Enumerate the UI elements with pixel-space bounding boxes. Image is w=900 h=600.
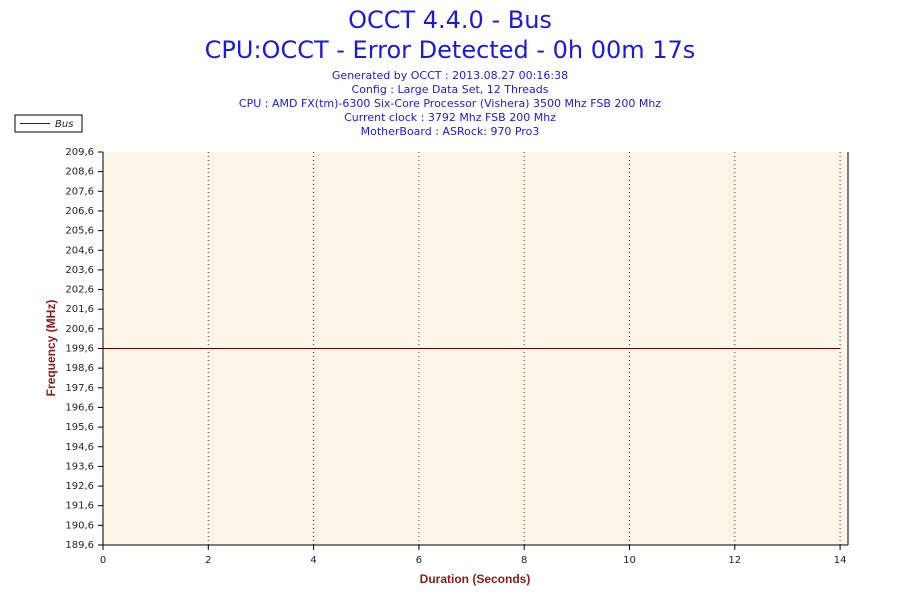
x-tick-label: 12 [728,555,741,566]
legend-label: Bus [55,119,73,130]
y-tick-label: 193,6 [65,461,94,472]
y-tick-label: 200,6 [65,324,94,335]
y-tick-label: 208,6 [65,167,94,178]
y-tick-label: 203,6 [65,265,94,276]
x-axis-label: Duration (Seconds) [420,572,531,586]
chart-title: OCCT 4.4.0 - Bus [348,6,552,34]
info-line: Generated by OCCT : 2013.08.27 00:16:38 [332,69,568,82]
x-tick-label: 6 [416,555,422,566]
y-tick-label: 190,6 [65,520,94,531]
x-tick-label: 10 [623,555,636,566]
y-tick-label: 199,6 [65,344,94,355]
info-line: Config : Large Data Set, 12 Threads [352,83,549,96]
y-tick-label: 189,6 [65,540,94,551]
y-tick-label: 192,6 [65,481,94,492]
x-tick-label: 8 [521,555,527,566]
y-tick-label: 206,6 [65,206,94,217]
y-tick-label: 205,6 [65,226,94,237]
x-tick-label: 4 [310,555,316,566]
y-tick-label: 191,6 [65,501,94,512]
y-tick-label: 201,6 [65,304,94,315]
x-tick-label: 2 [205,555,211,566]
x-tick-label: 0 [100,555,106,566]
y-tick-label: 204,6 [65,245,94,256]
y-tick-label: 209,6 [65,147,94,158]
y-tick-label: 198,6 [65,363,94,374]
y-axis-label: Frequency (MHz) [44,300,58,397]
y-tick-label: 196,6 [65,402,94,413]
chart-subtitle: CPU:OCCT - Error Detected - 0h 00m 17s [205,36,696,64]
info-line: MotherBoard : ASRock: 970 Pro3 [361,125,540,138]
y-tick-label: 194,6 [65,442,94,453]
y-tick-label: 195,6 [65,422,94,433]
y-tick-label: 207,6 [65,186,94,197]
info-line: Current clock : 3792 Mhz FSB 200 Mhz [344,111,556,124]
x-tick-label: 14 [834,555,847,566]
info-line: CPU : AMD FX(tm)-6300 Six-Core Processor… [239,97,661,110]
y-tick-label: 197,6 [65,383,94,394]
y-tick-label: 202,6 [65,285,94,296]
